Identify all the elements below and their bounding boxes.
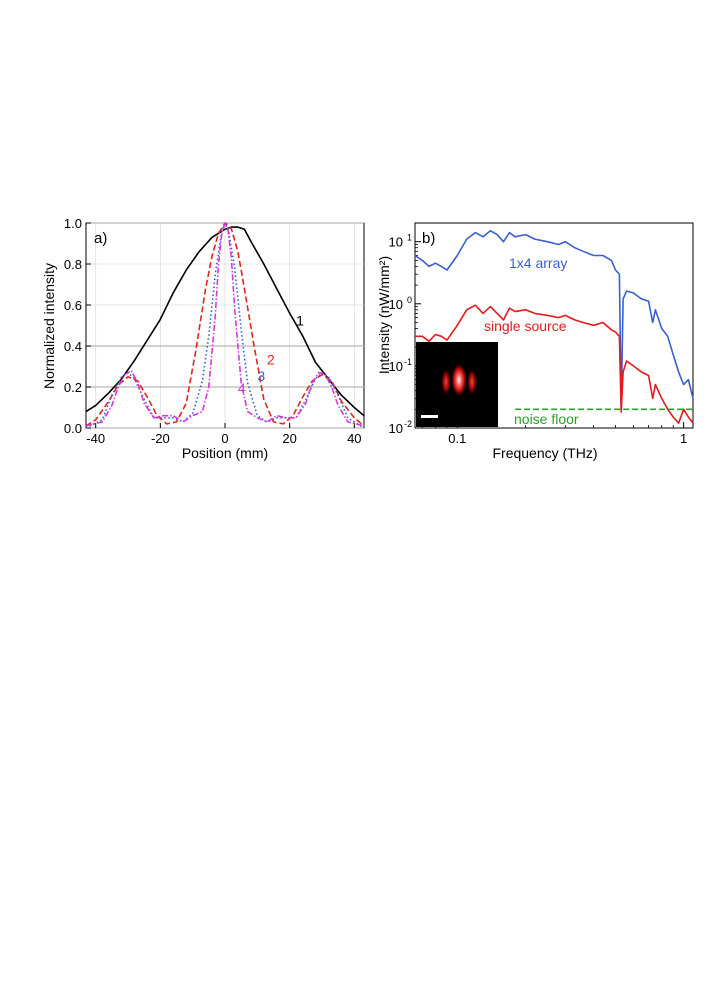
panel-b-y-tick-label: 10 [389, 297, 403, 312]
panel-a-curve-label: 4 [238, 380, 246, 396]
panel-b-label: b) [422, 230, 435, 247]
panel-b-series-single-source [415, 304, 694, 424]
panel-a-x-tick-label: 20 [282, 431, 296, 446]
beam-profile-inset [416, 342, 498, 427]
panel-a-curve-label: 3 [257, 368, 265, 384]
panel-b-y-tick-label: 10 [389, 235, 403, 250]
panel-a-series-4 [85, 222, 365, 427]
panel-a-x-tick-label: -40 [86, 431, 105, 446]
panel-b-y-tick-exponent: -1 [404, 357, 412, 367]
panel-a-y-tick-label: 0.2 [64, 380, 82, 395]
panel-a-y-tick-label: 0.0 [64, 421, 82, 436]
panel-a-x-tick-label: -20 [151, 431, 170, 446]
panel-b-series-1x4-array [414, 230, 694, 411]
panel-b-series [414, 230, 694, 424]
panel-b-y-tick-label: 10 [389, 421, 403, 436]
panel-a-y-tick-label: 1.0 [64, 216, 82, 231]
panel-a-chart: -40 -20 0 20 40 0.0 0.2 0.4 0.6 0.8 1.0 1 234 a) Po… [41, 216, 365, 461]
panel-b-series-label: 1x4 array [509, 255, 567, 271]
panel-a-curve-label: 1 [296, 313, 304, 329]
panel-a-x-tick-label: 40 [347, 431, 361, 446]
panel-b-y-tick-label: 10 [389, 359, 403, 374]
inset-lobe-left [441, 368, 451, 396]
panel-b-y-tick-exponent: -2 [404, 419, 412, 429]
panel-b-x-tick-label: 1 [680, 431, 687, 446]
panel-a-x-axis-label: Position (mm) [182, 445, 268, 461]
panel-b-y-tick-exponent: 0 [407, 295, 412, 305]
panel-a-grid [86, 222, 364, 429]
panel-b-series-label: single source [484, 318, 567, 334]
panel-a-label: a) [94, 230, 107, 247]
panel-b-x-axis-label: Frequency (THz) [492, 445, 597, 461]
panel-a-series [85, 222, 365, 429]
inset-scale-bar [421, 415, 438, 418]
panel-a-y-tick-label: 0.8 [64, 257, 82, 272]
panel-a-ticks: -40 -20 0 20 40 0.0 0.2 0.4 0.6 0.8 1.0 [64, 216, 362, 446]
panel-a-x-tick-label: 0 [221, 431, 228, 446]
inset-lobe-right [467, 368, 477, 396]
inset-lobe-center [451, 363, 467, 397]
panel-b-frame [414, 222, 694, 429]
panel-a-y-tick-label: 0.6 [64, 298, 82, 313]
panel-b-y-tick-exponent: 1 [407, 233, 412, 243]
panel-a-annotations: 1 234 [238, 313, 304, 397]
panel-a-y-tick-label: 0.4 [64, 339, 82, 354]
panel-a-curve-label: 2 [267, 351, 275, 367]
panel-b-annotations: 1x4 array single source noise floor [484, 255, 579, 427]
panel-b-series-label: noise floor [514, 411, 579, 427]
panel-b-y-axis-label: Intensity (nW/mm²) [376, 256, 392, 374]
panel-a-series-2 [85, 222, 365, 427]
panel-b-x-tick-label: 0.1 [448, 431, 466, 446]
panel-a-y-axis-label: Normalized intensity [41, 263, 57, 389]
